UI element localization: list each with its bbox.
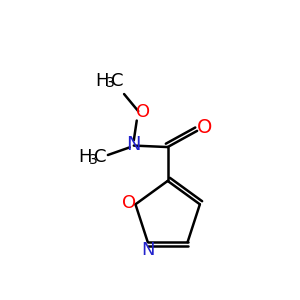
Text: O: O [122,194,136,212]
Text: O: O [197,118,212,137]
Text: 3: 3 [89,153,98,167]
Text: N: N [141,242,154,260]
Text: C: C [111,71,123,89]
Text: H: H [78,148,92,166]
Text: H: H [95,71,109,89]
Text: 3: 3 [106,76,115,91]
Text: O: O [136,103,150,121]
Text: C: C [94,148,106,166]
Text: N: N [126,135,140,154]
